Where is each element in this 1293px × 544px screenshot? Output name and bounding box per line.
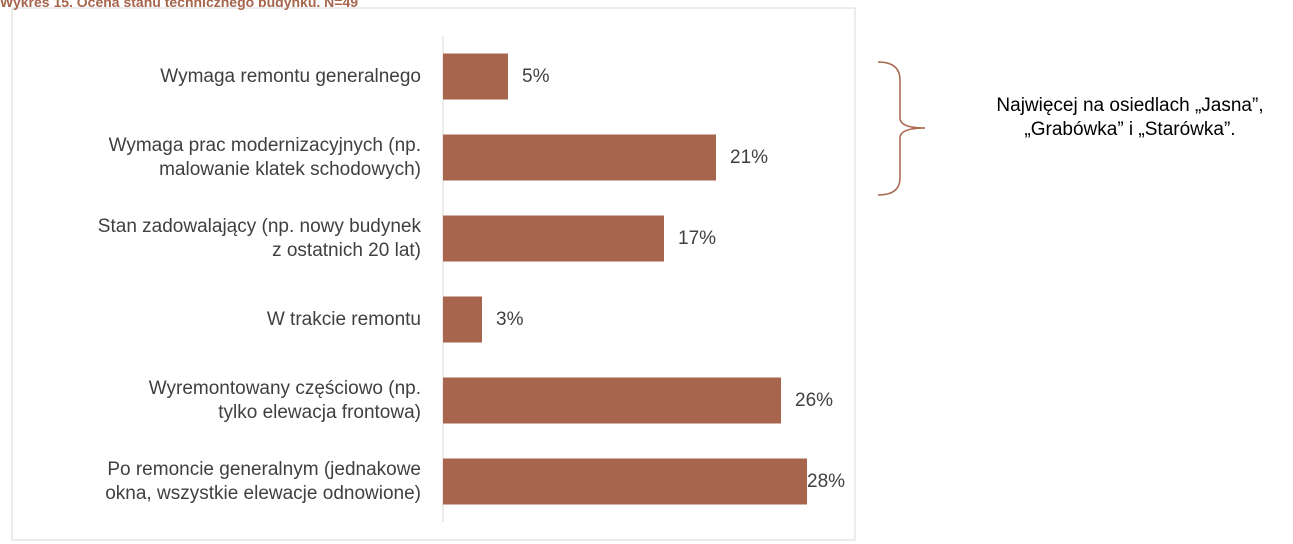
bar <box>443 296 482 343</box>
annotation: Najwięcej na osiedlach „Jasna”, „Grabówk… <box>996 95 1264 140</box>
data-label: 26% <box>795 389 834 411</box>
data-label: 17% <box>678 227 717 249</box>
data-label: 3% <box>496 308 524 330</box>
bar <box>443 458 807 505</box>
y-tick-label: Wymaga remontu generalnego <box>160 65 421 87</box>
bar <box>443 215 664 262</box>
brace <box>877 61 926 196</box>
data-label: 21% <box>730 146 769 168</box>
y-tick-label: Po remoncie generalnym (jednakowe okna, … <box>105 458 421 504</box>
y-tick-label: Wymaga prac modernizacyjnych (np. malowa… <box>108 134 421 180</box>
bar <box>443 377 781 424</box>
plot-frame <box>11 7 856 541</box>
data-label: 5% <box>522 65 550 87</box>
bar <box>443 134 716 181</box>
bar <box>443 53 508 100</box>
data-label: 28% <box>807 470 846 492</box>
chart-title: Wykres 15. Ocena stanu technicznego budy… <box>0 0 359 10</box>
y-tick-label: Stan zadowalający (np. nowy budynek z os… <box>97 215 421 261</box>
y-tick-label: Wyremontowany częściowo (np. tylko elewa… <box>148 377 421 423</box>
y-tick-label: W trakcie remontu <box>266 308 421 330</box>
